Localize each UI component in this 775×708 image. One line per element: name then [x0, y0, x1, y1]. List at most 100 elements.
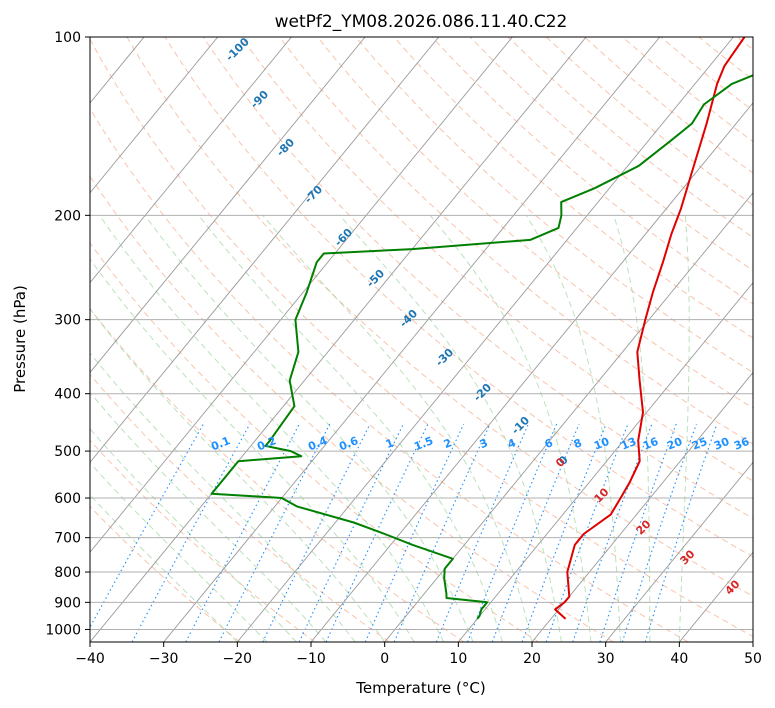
- mixing-ratio-line: [644, 423, 718, 642]
- moist-adiabat: [525, 215, 621, 642]
- dry-adiabat: [545, 37, 753, 206]
- x-tick-label: 0: [380, 651, 389, 667]
- x-tick-label: 30: [597, 651, 615, 667]
- isotherm-line: [90, 37, 366, 374]
- pressure-gridlines: [90, 37, 753, 630]
- theta-label: 10: [592, 485, 612, 505]
- x-tick-label: −30: [149, 651, 179, 667]
- mixing-ratio-line: [185, 423, 300, 642]
- mixing-ratio-label: 30: [712, 435, 731, 453]
- x-tick-label: 50: [744, 651, 762, 667]
- dry-adiabat: [240, 37, 753, 482]
- line-labels: -100-90-80-70-60-50-40-30-20-1000.1 0.2 0.…: [209, 35, 751, 598]
- moist-adiabat: [339, 214, 562, 642]
- moist-adiabat: [198, 214, 503, 642]
- moist-adiabat: [144, 215, 474, 642]
- moist-adiabat: [90, 308, 386, 642]
- isotherm-line: [384, 192, 753, 642]
- isotherm-line: [163, 37, 661, 642]
- y-axis-title: Pressure (hPa): [11, 285, 29, 393]
- isotherm-label: -100: [223, 35, 252, 64]
- moist-adiabat: [99, 215, 445, 642]
- mixing-ratio-label: 1: [384, 436, 396, 451]
- isotherm-label: -90: [248, 88, 271, 111]
- dry-adiabat: [90, 107, 689, 642]
- mixing-ratio-label: 6: [543, 436, 555, 451]
- dry-adiabat: [469, 37, 753, 272]
- dry-adiabat: [660, 37, 753, 112]
- isotherm-label: -10: [509, 414, 532, 437]
- moist-adiabat: [262, 214, 533, 642]
- y-tick-label: 900: [54, 595, 81, 611]
- dry-adiabat: [90, 175, 614, 642]
- y-tick-label: 500: [54, 444, 81, 460]
- isotherm-line: [90, 37, 292, 284]
- dry-adiabat: [431, 37, 753, 305]
- y-tick-label: 600: [54, 491, 81, 507]
- mixing-ratio-label: 36: [732, 435, 751, 453]
- mixing-ratio-line: [599, 423, 677, 642]
- dry-adiabat: [90, 505, 241, 642]
- x-axis-title: Temperature (°C): [355, 679, 485, 697]
- isotherm-line: [678, 551, 753, 642]
- mixing-ratio-line: [621, 423, 698, 642]
- isotherm-line: [90, 37, 513, 553]
- temperature-profile: [554, 37, 746, 620]
- x-tick-label: −40: [75, 651, 105, 667]
- mixing-ratio-label: 1.5: [412, 434, 435, 453]
- isotherm-line: [605, 461, 753, 642]
- y-tick-label: 700: [54, 531, 81, 547]
- mixing-ratio-line: [298, 423, 404, 642]
- moist-adiabat: [90, 352, 356, 642]
- dry-adiabat: [90, 439, 316, 642]
- dry-adiabat: [164, 37, 753, 558]
- moist-adiabat: [678, 215, 690, 642]
- mixing-ratio-label: 0.6: [337, 434, 360, 453]
- mixing-ratio-label: 4: [506, 436, 518, 451]
- mixing-ratio-line: [325, 423, 429, 642]
- y-tick-label: 400: [54, 387, 81, 403]
- x-tick-label: −20: [223, 651, 253, 667]
- dry-adiabat: [90, 38, 753, 638]
- moist-adiabat: [90, 391, 327, 642]
- mixing-ratio-label: 13: [619, 435, 638, 453]
- dry-adiabat: [90, 373, 390, 642]
- moist-adiabat: [90, 258, 415, 642]
- isotherm-line: [752, 641, 753, 642]
- moist-adiabat: [90, 462, 268, 642]
- mixing-ratio-label: 3: [478, 436, 490, 451]
- mixing-ratio-line: [435, 423, 529, 642]
- axes: −40 −30 −20 −10 0 10 20 30 40 50 1000 900 800 700 600 5…: [45, 30, 762, 667]
- profile-lines: [210, 37, 753, 620]
- mixing-ratio-line: [521, 423, 607, 642]
- moist-adiabat: [613, 215, 651, 642]
- y-tick-label: 200: [54, 208, 81, 224]
- isotherm-label: -50: [364, 267, 387, 290]
- moist-adiabat: [429, 214, 592, 642]
- mixing-ratio-label: 0.1: [209, 434, 232, 453]
- dry-adiabat: [393, 37, 753, 339]
- mixing-ratio-label: 16: [641, 435, 660, 453]
- dry-adiabat: [202, 37, 753, 520]
- mixing-ratio-label: 20: [665, 435, 684, 453]
- mixing-ratio-label: 2: [442, 436, 454, 451]
- y-tick-label: 100: [54, 30, 81, 46]
- dry-adiabat: [698, 37, 753, 81]
- mixing-ratio-line: [393, 423, 491, 642]
- mixing-ratio-line: [491, 423, 580, 642]
- isotherm-line: [90, 37, 587, 642]
- mixing-ratio-line: [466, 423, 558, 642]
- isotherm-line: [457, 281, 753, 642]
- dry-adiabat: [90, 308, 465, 642]
- mixing-ratio-label: 25: [690, 435, 709, 453]
- isotherm-line: [531, 371, 753, 642]
- mixing-ratio-label: 10: [592, 435, 611, 453]
- x-tick-label: 10: [449, 651, 467, 667]
- isotherm-line: [236, 37, 734, 642]
- chart-title: wetPf2_YM08.2026.086.11.40.C22: [275, 12, 568, 32]
- dry-adiabat: [622, 37, 753, 143]
- mixing-ratio-line: [218, 423, 331, 642]
- y-tick-label: 1000: [45, 622, 81, 638]
- moist-adiabat: [90, 494, 238, 642]
- moist-adiabat: [90, 428, 297, 642]
